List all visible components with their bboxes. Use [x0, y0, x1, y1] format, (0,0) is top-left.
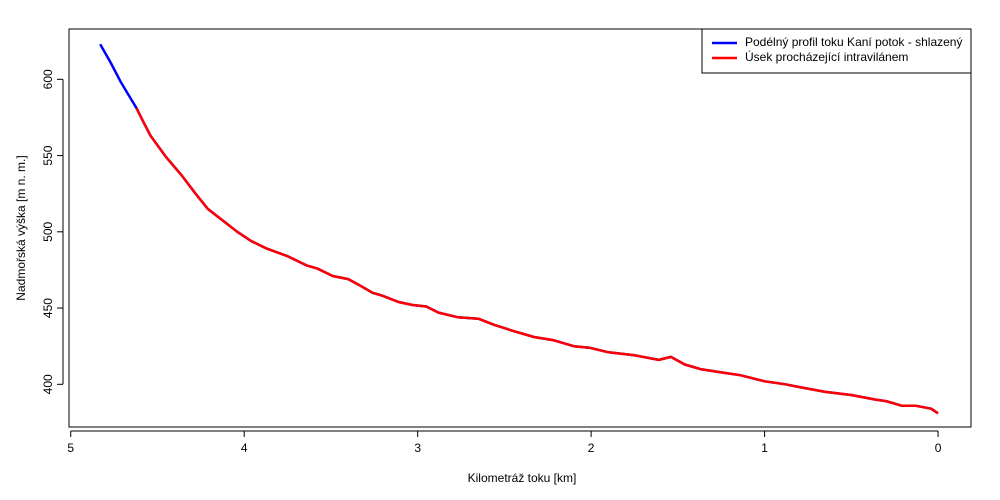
y-axis-label: Nadmořská výška [m n. m.] — [14, 155, 28, 300]
x-tick-label: 1 — [761, 441, 768, 455]
legend-box — [701, 28, 972, 74]
y-tick-label: 450 — [41, 298, 55, 318]
x-tick-label: 3 — [414, 441, 421, 455]
y-tick-label: 400 — [41, 374, 55, 394]
x-axis-label: Kilometráž toku [km] — [468, 471, 577, 485]
x-tick-label: 4 — [241, 441, 248, 455]
x-tick-label: 0 — [935, 441, 942, 455]
x-tick-label: 2 — [588, 441, 595, 455]
legend-label: Úsek procházející intravilánem — [745, 49, 908, 64]
series-line — [135, 107, 939, 415]
x-tick-label: 5 — [67, 441, 74, 455]
series-line — [99, 43, 939, 415]
y-tick-label: 500 — [41, 221, 55, 241]
legend-label: Podélný profil toku Kaní potok - shlazen… — [745, 35, 962, 49]
y-tick-label: 550 — [41, 145, 55, 165]
y-tick-label: 600 — [41, 69, 55, 89]
plot-box — [68, 28, 972, 428]
